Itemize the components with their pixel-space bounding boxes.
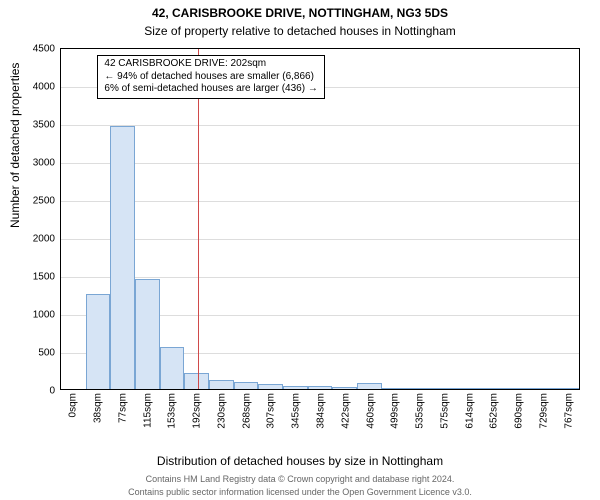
x-tick-label: 499sqm (390, 393, 401, 429)
y-axis-label: Number of detached properties (8, 63, 22, 228)
x-tick-label: 690sqm (514, 393, 525, 429)
bar (456, 388, 481, 389)
y-tick-label: 1500 (33, 272, 55, 283)
x-tick-label: 307sqm (266, 393, 277, 429)
bar (431, 388, 456, 389)
y-tick-label: 3000 (33, 158, 55, 169)
bar (135, 279, 160, 389)
bar (283, 386, 308, 389)
bar (406, 388, 431, 389)
x-tick-label: 575sqm (439, 393, 450, 429)
x-tick-label: 0sqm (68, 393, 79, 417)
x-tick-label: 460sqm (365, 393, 376, 429)
bar (480, 388, 505, 389)
bar (308, 386, 333, 389)
plot-area: 42 CARISBROOKE DRIVE: 202sqm ← 94% of de… (60, 48, 580, 390)
bar (332, 387, 357, 389)
footer-line-2: Contains public sector information licen… (0, 487, 600, 497)
bar (110, 126, 135, 389)
info-box: 42 CARISBROOKE DRIVE: 202sqm ← 94% of de… (97, 55, 324, 99)
footer-line-1: Contains HM Land Registry data © Crown c… (0, 474, 600, 484)
chart-container: 42, CARISBROOKE DRIVE, NOTTINGHAM, NG3 5… (0, 0, 600, 500)
bar (209, 380, 234, 389)
x-tick-label: 115sqm (142, 393, 153, 428)
x-tick-label: 535sqm (415, 393, 426, 429)
x-tick-label: 192sqm (192, 393, 203, 429)
x-tick-label: 652sqm (489, 393, 500, 429)
bar (234, 382, 259, 389)
x-axis-label: Distribution of detached houses by size … (0, 454, 600, 468)
bar (554, 388, 579, 389)
y-tick-label: 4500 (33, 44, 55, 55)
bar (258, 384, 283, 389)
info-line-1: 42 CARISBROOKE DRIVE: 202sqm (104, 58, 317, 71)
bars (61, 49, 579, 389)
y-tick-label: 500 (38, 348, 55, 359)
chart-subtitle: Size of property relative to detached ho… (0, 24, 600, 38)
bar (357, 383, 382, 389)
y-tick-label: 4000 (33, 82, 55, 93)
x-tick-label: 729sqm (538, 393, 549, 429)
y-tick-label: 0 (49, 386, 55, 397)
y-tick-label: 2500 (33, 196, 55, 207)
bar (530, 388, 555, 389)
info-line-3: 6% of semi-detached houses are larger (4… (104, 83, 317, 96)
x-tick-label: 38sqm (93, 393, 104, 423)
bar (382, 388, 407, 389)
x-tick-label: 384sqm (316, 393, 327, 429)
y-tick-label: 1000 (33, 310, 55, 321)
bar (86, 294, 111, 389)
y-tick-label: 3500 (33, 120, 55, 131)
x-tick-label: 422sqm (340, 393, 351, 429)
x-tick-label: 345sqm (291, 393, 302, 429)
x-tick-label: 77sqm (117, 393, 128, 423)
bar (160, 347, 185, 389)
y-tick-label: 2000 (33, 234, 55, 245)
info-line-2: ← 94% of detached houses are smaller (6,… (104, 71, 317, 84)
x-tick-label: 614sqm (464, 393, 475, 429)
x-tick-label: 153sqm (167, 393, 178, 429)
chart-title: 42, CARISBROOKE DRIVE, NOTTINGHAM, NG3 5… (0, 6, 600, 20)
x-tick-label: 268sqm (241, 393, 252, 429)
reference-line (198, 49, 199, 389)
x-tick-label: 230sqm (216, 393, 227, 429)
bar (184, 373, 209, 389)
bar (505, 388, 530, 389)
x-tick-label: 767sqm (563, 393, 574, 429)
